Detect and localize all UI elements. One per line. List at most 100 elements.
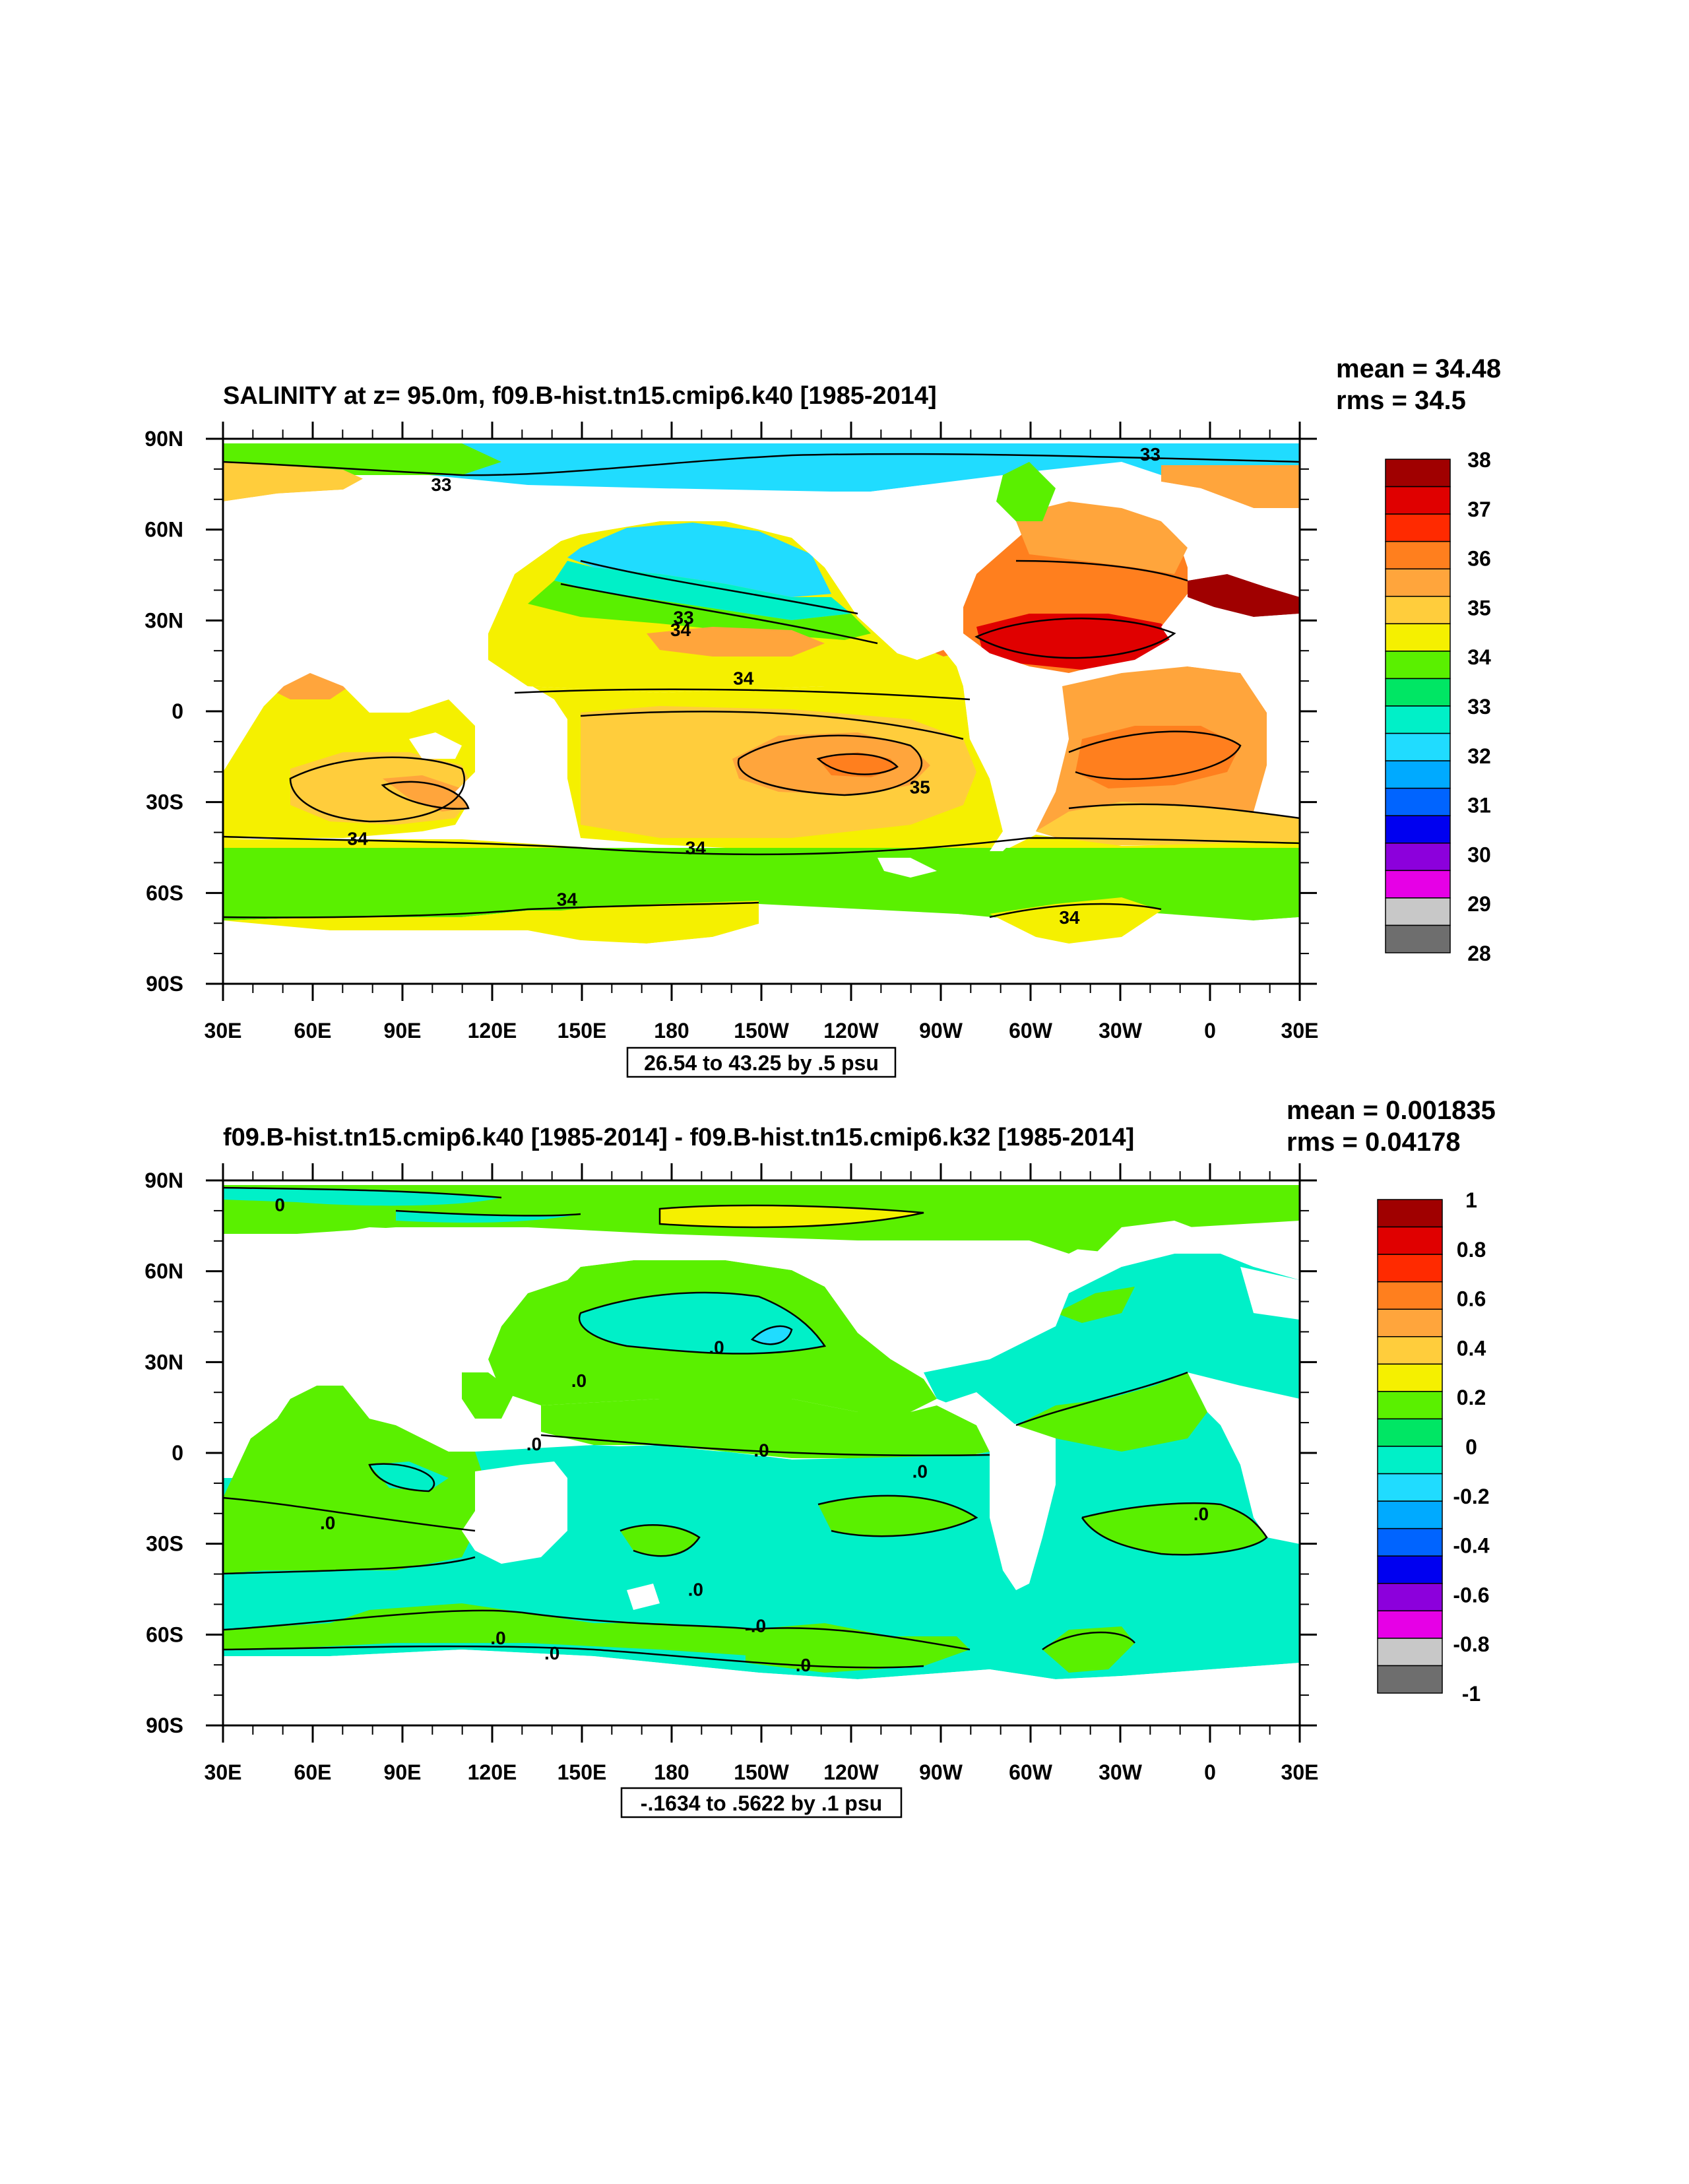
contour-label: 33	[431, 474, 451, 495]
x-tick-label: 60E	[294, 1760, 332, 1784]
land	[223, 475, 1300, 984]
colorbar-swatch	[1385, 870, 1451, 899]
colorbar-swatch	[1377, 1555, 1443, 1584]
x-tick-label: 90E	[384, 1019, 422, 1043]
x-tick-label: 0	[1204, 1760, 1216, 1784]
contour-labels: 0 .0 .0 .0 .0 .0 .0 .0 .0 .0 .0 .0 .0	[274, 1195, 1209, 1676]
y-tick-label: 60S	[146, 881, 183, 905]
arctic-yellow	[660, 1205, 924, 1227]
rms-stat: rms = 34.5	[1336, 386, 1466, 415]
colorbar-label: -0.6	[1453, 1583, 1489, 1607]
contour-label: 0	[274, 1195, 285, 1215]
north-pacific-teal	[554, 561, 851, 620]
colorbar-swatch	[1377, 1336, 1443, 1365]
colorbar-label: 0	[1465, 1435, 1477, 1459]
x-tick-label: 30E	[205, 1760, 242, 1784]
difference-map	[223, 1180, 1300, 1725]
east-indian-green	[462, 1372, 515, 1419]
contour-label: 34	[670, 620, 691, 640]
contour-label: .0	[571, 1370, 587, 1391]
salinity-map	[223, 439, 1300, 984]
colorbar-label: 31	[1467, 794, 1491, 818]
colorbar-swatch	[1385, 596, 1451, 625]
y-tick-label: 30S	[146, 790, 183, 814]
colorbar-swatch	[1385, 843, 1451, 872]
colorbar-swatch	[1385, 568, 1451, 597]
arctic-atlantic	[1161, 465, 1300, 508]
colorbar-label: 32	[1467, 744, 1491, 768]
southern-ocean-yellow-band	[223, 835, 1300, 858]
colorbar-swatch	[1385, 651, 1451, 680]
colorbar-label: 35	[1467, 596, 1491, 620]
axis-ticks: 30E 60E 90E 120E 150E 180 150W 120W 90W 60W 30W 0 30…	[144, 1163, 1318, 1784]
colorbar-swatch	[1385, 705, 1451, 734]
colorbar-swatch	[1377, 1610, 1443, 1639]
colorbar-swatch	[1377, 1254, 1443, 1283]
y-tick-label: 60S	[146, 1622, 183, 1646]
y-tick-label: 90N	[144, 427, 183, 451]
y-tick-label: 90S	[146, 1714, 183, 1737]
colorbar-label: 0.4	[1457, 1336, 1486, 1360]
panel-title: f09.B-hist.tn15.cmip6.k40 [1985-2014] - …	[223, 1124, 1134, 1151]
colorbar-label: 28	[1467, 942, 1491, 965]
colorbar-swatch	[1377, 1527, 1443, 1557]
panel-title: SALINITY at z= 95.0m, f09.B-hist.tn15.cm…	[223, 382, 937, 410]
colorbar-label: -1	[1462, 1682, 1481, 1706]
colorbar-swatch	[1377, 1199, 1443, 1228]
colorbar-label: 37	[1467, 498, 1491, 521]
south-atlantic-green	[1082, 1503, 1267, 1555]
x-tick-label: 150W	[734, 1760, 789, 1784]
colorbar-label: 0.2	[1457, 1386, 1486, 1409]
colorbar-swatch	[1385, 760, 1451, 789]
colorbar-swatch	[1377, 1418, 1443, 1447]
colorbar-swatch	[1377, 1473, 1443, 1502]
equatorial-teal	[554, 1445, 990, 1471]
y-tick-label: 30N	[144, 1350, 183, 1374]
ross-sea	[528, 901, 759, 944]
colorbar: 38 37 36 35 34 33 32 31 30 29 28	[1385, 448, 1491, 965]
contour-label: 33	[1140, 444, 1161, 465]
south-pacific-green	[818, 1495, 976, 1537]
colorbar-label: 33	[1467, 695, 1491, 719]
x-tick-label: 30E	[1281, 1760, 1319, 1784]
contour-lines	[223, 1186, 1268, 1669]
south-atlantic-yellow	[1036, 802, 1300, 846]
colorbar: 1 0.8 0.6 0.4 0.2 0 -0.2 -0.4 -0.6 -0.8 -1	[1377, 1188, 1490, 1706]
contour-label: 34	[557, 889, 578, 910]
contour-label: .0	[796, 1655, 811, 1675]
contour-label: .0	[526, 1434, 542, 1454]
atlantic-green	[1016, 1372, 1207, 1452]
y-tick-label: 30N	[144, 608, 183, 632]
colorbar-swatch	[1385, 678, 1451, 707]
contour-label: 34	[685, 838, 707, 858]
colorbar-label: -0.4	[1453, 1534, 1489, 1558]
colorbar-label: -0.8	[1453, 1632, 1489, 1656]
x-tick-label: 120W	[823, 1019, 879, 1043]
south-indian-core	[383, 775, 468, 812]
north-atlantic-max	[976, 614, 1174, 670]
x-tick-label: 180	[654, 1019, 689, 1043]
x-tick-label: 180	[654, 1760, 689, 1784]
southern-ocean-green	[223, 848, 1300, 920]
mean-stat: mean = 0.001835	[1287, 1096, 1496, 1125]
arctic-atlantic-green	[1029, 1214, 1122, 1254]
colorbar-swatch	[1377, 1446, 1443, 1475]
mean-stat: mean = 34.48	[1336, 354, 1501, 383]
x-tick-label: 30E	[205, 1019, 242, 1043]
colorbar-swatch	[1385, 459, 1451, 488]
y-tick-label: 0	[172, 699, 183, 723]
colorbar-swatch	[1385, 540, 1451, 569]
contour-label: .0	[544, 1643, 559, 1663]
panel-salinity: SALINITY at z= 95.0m, f09.B-hist.tn15.cm…	[144, 354, 1501, 1078]
x-tick-label: 90E	[384, 1760, 422, 1784]
arctic-yellow	[223, 462, 369, 501]
colorbar-swatch	[1377, 1583, 1443, 1612]
contour-label: .0	[688, 1580, 703, 1600]
colorbar-label: 36	[1467, 547, 1491, 571]
contour-label: 34	[1059, 907, 1080, 928]
mediterranean	[1188, 574, 1300, 617]
colorbar-label: 0.8	[1457, 1238, 1486, 1262]
contour-label: .0	[1194, 1504, 1209, 1524]
